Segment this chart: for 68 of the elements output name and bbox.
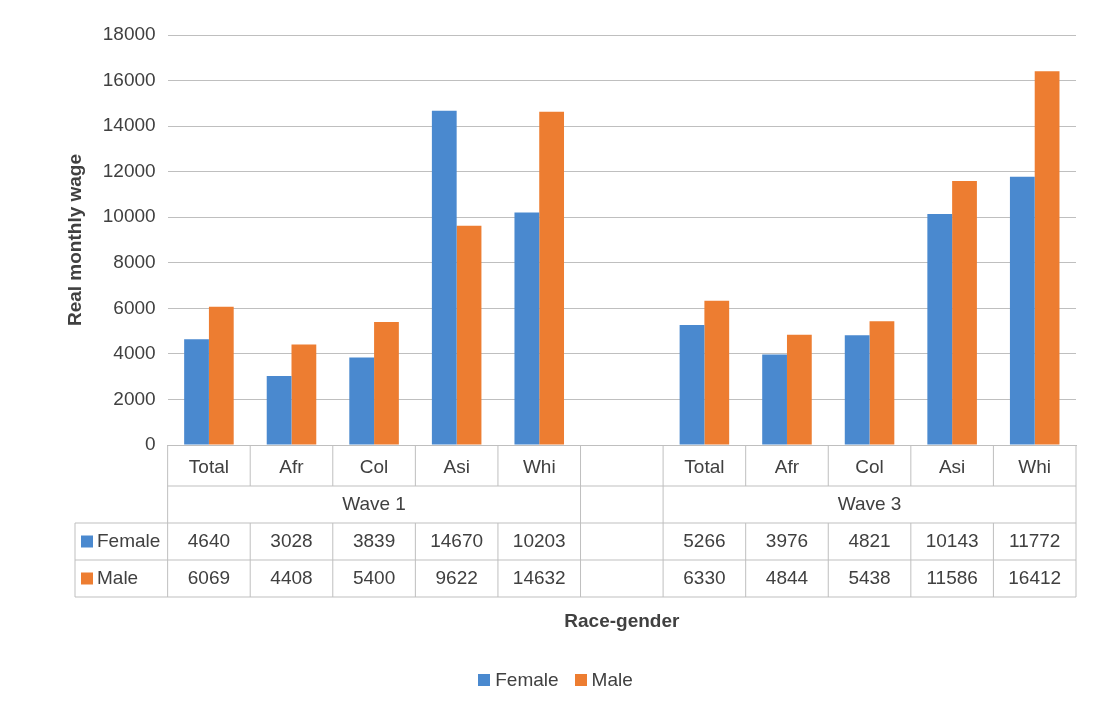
data-label: 5400 [352, 566, 396, 588]
data-label: 10203 [512, 529, 566, 551]
y-tick-label: 14000 [102, 114, 156, 136]
x-tick-label: Whi [1018, 455, 1052, 477]
data-label: 5438 [848, 566, 891, 588]
data-label: 3976 [765, 529, 809, 551]
x-tick-label: Asi [443, 455, 470, 477]
bar [1034, 71, 1060, 445]
bar [349, 357, 375, 445]
bar [1009, 176, 1035, 445]
bar [679, 325, 705, 445]
text: Wave 1 [342, 492, 406, 514]
y-tick-label: 18000 [102, 23, 156, 45]
bar [927, 213, 953, 445]
data-label: 16412 [1008, 566, 1062, 588]
bar [456, 225, 482, 445]
bar [208, 306, 234, 445]
y-tick-label: 8000 [113, 251, 156, 273]
data-label: 10143 [925, 529, 979, 551]
data-label: 3839 [352, 529, 396, 551]
data-label: 6330 [683, 566, 726, 588]
data-label: 4844 [765, 566, 809, 588]
bar [514, 212, 540, 445]
data-label: 14670 [430, 529, 484, 551]
y-tick-label: 4000 [113, 342, 156, 364]
data-label: 6069 [187, 566, 231, 588]
x-tick-label: Total [684, 455, 725, 477]
bar [844, 335, 870, 445]
bar [539, 111, 565, 445]
x-tick-label: Col [855, 455, 884, 477]
legend-label: Female [97, 529, 161, 551]
y-tick-label: 16000 [102, 68, 156, 90]
bar [374, 322, 399, 445]
bar [762, 354, 787, 445]
y-tick-label: 6000 [113, 296, 156, 318]
legend-label: Male [97, 566, 139, 588]
y-tick-label: 10000 [102, 205, 156, 227]
x-tick-label: Afr [774, 455, 800, 477]
bar [869, 321, 895, 445]
bar [266, 376, 292, 445]
y-tick-label: 12000 [102, 159, 156, 181]
text: Male [591, 669, 633, 690]
data-label: 4408 [270, 566, 313, 588]
x-tick-label: Asi [938, 455, 966, 477]
data-label: 11586 [926, 566, 978, 588]
data-label: 4640 [187, 529, 231, 551]
data-label: 9622 [435, 566, 478, 588]
x-tick-label: Afr [279, 455, 305, 477]
data-label: 4821 [848, 529, 891, 551]
data-label: 11772 [1008, 529, 1061, 551]
bar [786, 334, 812, 445]
bar [704, 300, 730, 445]
data-label: 14632 [512, 566, 566, 588]
y-tick-label: 0 [145, 433, 156, 455]
bar [952, 181, 977, 445]
bar [431, 110, 457, 445]
data-label: 3028 [270, 529, 313, 551]
bar [291, 344, 317, 445]
x-tick-label: Col [359, 455, 389, 477]
bar [184, 339, 209, 445]
y-tick-label: 2000 [113, 387, 156, 409]
text: Wave 3 [837, 492, 902, 514]
x-tick-label: Total [188, 455, 229, 477]
text: Race-gender [564, 610, 680, 632]
x-tick-label: Whi [522, 455, 556, 477]
data-label: 5266 [683, 529, 726, 551]
y-axis-title: Real monthly wage [63, 153, 85, 327]
text: Female [495, 669, 559, 690]
